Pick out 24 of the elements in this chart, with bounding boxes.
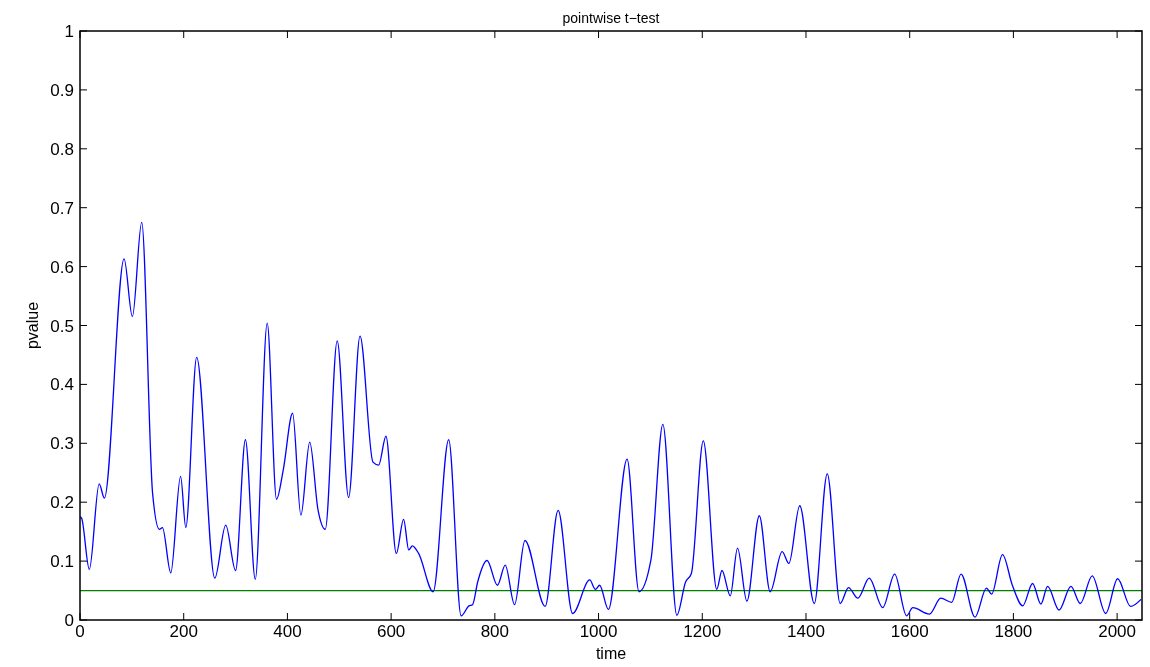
- y-axis-title: pvalue: [24, 301, 41, 350]
- y-tick-label: 0.8: [50, 139, 74, 159]
- x-tick-label: 400: [273, 622, 302, 641]
- x-tick-label: 600: [376, 622, 406, 641]
- y-tick-label: 0.9: [50, 80, 74, 100]
- x-tick-label: 1400: [787, 622, 825, 641]
- x-tick-label: 1800: [994, 622, 1033, 641]
- x-axis-title: time: [595, 645, 627, 662]
- y-tick-label: 1: [64, 22, 74, 41]
- y-tick-label: 0.3: [50, 434, 74, 454]
- line-series: [80, 221, 1142, 618]
- x-tick-label: 1600: [890, 622, 929, 641]
- y-tick-label: 0.1: [50, 552, 74, 572]
- x-tick-label: 2000: [1098, 622, 1137, 641]
- x-tick-label: 1000: [579, 622, 618, 641]
- x-tick-label: 800: [480, 622, 510, 641]
- y-tick-label: 0.4: [50, 375, 74, 395]
- y-tick-label: 0.6: [50, 257, 74, 277]
- chart-title: pointwise t−test: [562, 10, 660, 26]
- y-tick-label: 0.5: [50, 316, 74, 336]
- y-tick-label: 0.7: [50, 198, 74, 218]
- y-tick-label: 0.2: [50, 493, 74, 513]
- x-tick-label: 200: [169, 622, 198, 641]
- x-tick-label: 1200: [683, 622, 722, 641]
